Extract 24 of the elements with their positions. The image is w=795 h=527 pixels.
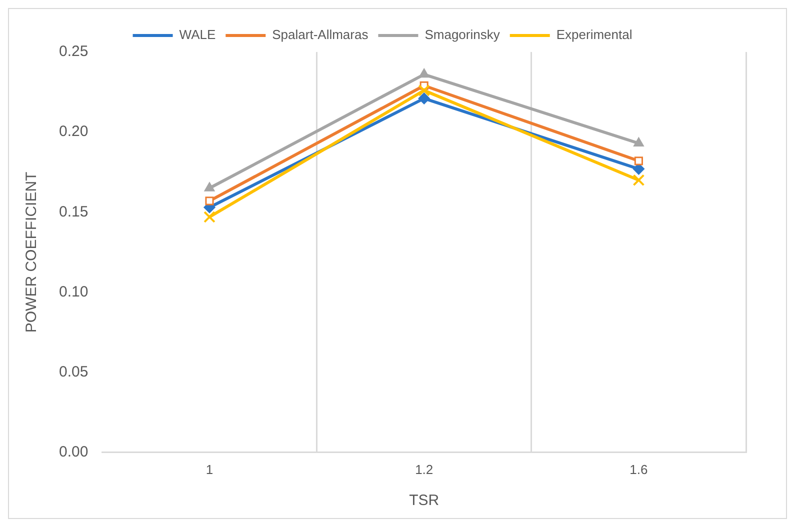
point [634,138,644,147]
x-axis-title: TSR [409,492,440,510]
y-tick-label: 0.05 [58,363,88,380]
x-tick-label: 1.6 [630,462,648,477]
legend-label: Experimental [556,27,632,42]
legend-label: Spalart-Allmaras [272,27,369,42]
x-tick-label: 1.2 [415,462,434,477]
y-tick-label: 0.10 [58,283,88,300]
point [418,92,430,104]
point [205,196,214,206]
point [634,156,643,166]
point [419,68,430,78]
legend-label: Smagorinsky [424,27,500,42]
point [632,174,645,186]
y-tick-label: 0.25 [58,43,88,60]
y-tick-label: 0.00 [58,444,88,461]
point [204,182,215,192]
y-axis-title: POWER COEFFICIENT [23,172,40,333]
y-tick-label: 0.15 [58,203,88,220]
legend-label: WALE [179,27,216,42]
x-tick-label: 1 [206,462,214,477]
point [204,211,216,223]
point [418,84,430,96]
y-tick-label: 0.20 [58,123,88,140]
